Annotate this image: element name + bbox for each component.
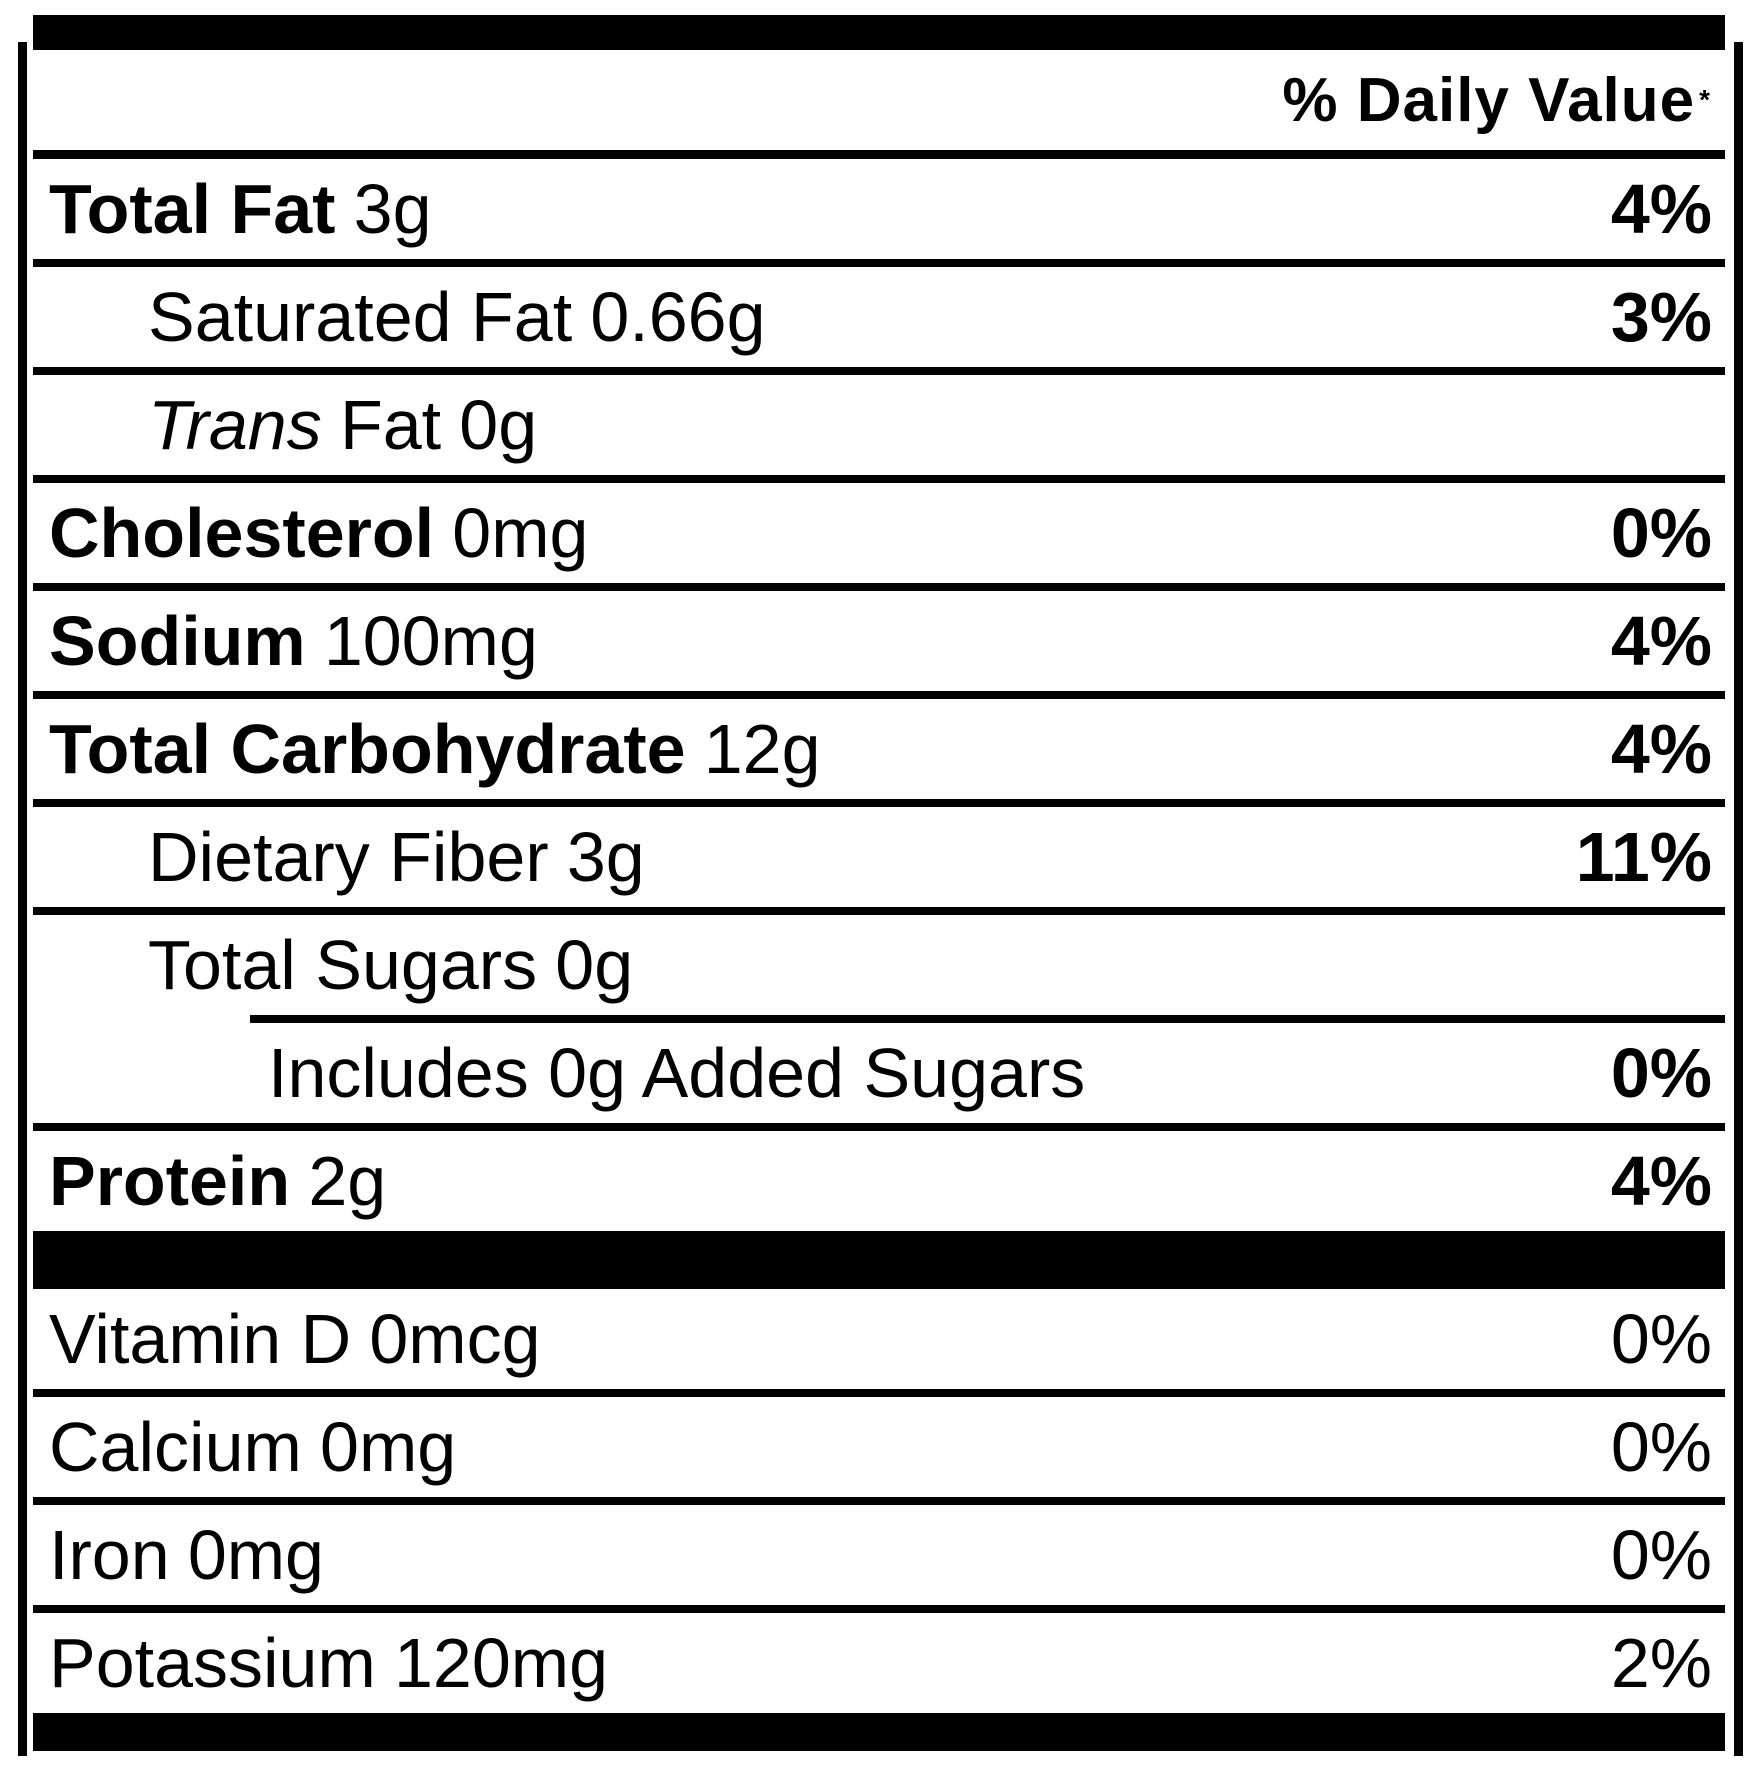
nutrient-name-text: Cholesterol bbox=[49, 494, 435, 572]
row-potassium: Potassium 120mg 2% bbox=[33, 1605, 1725, 1713]
nutrient-amount: 0mg bbox=[187, 1516, 324, 1594]
daily-value-percent: 4% bbox=[1610, 1142, 1712, 1220]
daily-value-percent: 11% bbox=[1575, 818, 1712, 896]
nutrient-name-text: Includes 0g Added Sugars bbox=[268, 1034, 1086, 1112]
row-protein: Protein 2g 4% bbox=[33, 1123, 1725, 1231]
nutrient-name-text: Dietary Fiber bbox=[148, 818, 549, 896]
left-border-rule bbox=[18, 42, 27, 1756]
nutrient-name-text: Fat bbox=[339, 386, 442, 464]
nutrient-amount: 2g bbox=[308, 1142, 387, 1220]
nutrient-name-text: Total Sugars bbox=[148, 926, 538, 1004]
nutrient-amount: 0g bbox=[459, 386, 538, 464]
bottom-thick-bar bbox=[33, 1713, 1725, 1751]
nutrient-amount: 12g bbox=[703, 710, 821, 788]
nutrient-amount: 0mg bbox=[320, 1408, 457, 1486]
row-cholesterol: Cholesterol 0mg 0% bbox=[33, 475, 1725, 583]
row-dietary-fiber: Dietary Fiber 3g 11% bbox=[33, 799, 1725, 907]
nutrient-name: Iron 0mg bbox=[49, 1520, 324, 1590]
nutrient-amount: 0mcg bbox=[369, 1300, 541, 1378]
row-total-fat: Total Fat 3g 4% bbox=[33, 159, 1725, 259]
nutrient-name: Total Sugars 0g bbox=[148, 930, 633, 1000]
nutrient-name: Saturated Fat 0.66g bbox=[148, 282, 766, 352]
daily-value-percent: 0% bbox=[1610, 1516, 1712, 1594]
row-sodium: Sodium 100mg 4% bbox=[33, 583, 1725, 691]
nutrient-name: Dietary Fiber 3g bbox=[148, 822, 645, 892]
daily-value-percent: 3% bbox=[1610, 278, 1712, 356]
nutrient-name-text: Potassium bbox=[49, 1624, 376, 1702]
nutrient-name: Total Carbohydrate 12g bbox=[49, 714, 821, 784]
row-calcium: Calcium 0mg 0% bbox=[33, 1389, 1725, 1497]
nutrient-amount: 3g bbox=[566, 818, 645, 896]
nutrient-amount: 0g bbox=[555, 926, 634, 1004]
nutrient-name: Protein 2g bbox=[49, 1146, 386, 1216]
nutrient-name: Cholesterol 0mg bbox=[49, 498, 588, 568]
daily-value-percent: 0% bbox=[1610, 494, 1712, 572]
nutrient-name: Potassium 120mg bbox=[49, 1628, 608, 1698]
nutrient-name-italic: Trans bbox=[148, 386, 322, 464]
nutrient-name-text: Total Carbohydrate bbox=[49, 710, 686, 788]
daily-value-percent: 4% bbox=[1610, 170, 1712, 248]
nutrient-amount: 3g bbox=[353, 170, 432, 248]
daily-value-percent: 0% bbox=[1610, 1300, 1712, 1378]
row-saturated-fat: Saturated Fat 0.66g 3% bbox=[33, 259, 1725, 367]
daily-value-percent: 2% bbox=[1610, 1624, 1712, 1702]
nutrient-name: Includes 0g Added Sugars bbox=[268, 1038, 1085, 1108]
nutrient-name: Total Fat 3g bbox=[49, 174, 432, 244]
row-vitamin-d: Vitamin D 0mcg 0% bbox=[33, 1289, 1725, 1389]
row-trans-fat: Trans Fat 0g bbox=[33, 367, 1725, 475]
nutrient-amount: 0.66g bbox=[590, 278, 766, 356]
nutrient-name-text: Total Fat bbox=[49, 170, 336, 248]
nutrient-amount: 120mg bbox=[393, 1624, 609, 1702]
daily-value-percent: 4% bbox=[1610, 710, 1712, 788]
daily-value-percent: 0% bbox=[1610, 1034, 1712, 1112]
right-border-rule bbox=[1734, 42, 1743, 1756]
indented-separator-rule bbox=[250, 1015, 1725, 1023]
nutrient-name: Vitamin D 0mcg bbox=[49, 1304, 541, 1374]
nutrient-name-text: Vitamin D bbox=[49, 1300, 352, 1378]
nutrient-name: Trans Fat 0g bbox=[148, 390, 537, 460]
top-thick-bar bbox=[33, 15, 1725, 50]
nutrient-amount: 0mg bbox=[452, 494, 589, 572]
nutrient-name-text: Sodium bbox=[49, 602, 306, 680]
nutrient-name: Calcium 0mg bbox=[49, 1412, 456, 1482]
nutrient-name: Sodium 100mg bbox=[49, 606, 538, 676]
nutrient-name-text: Protein bbox=[49, 1142, 291, 1220]
row-total-carbohydrate: Total Carbohydrate 12g 4% bbox=[33, 691, 1725, 799]
nutrient-name-text: Iron bbox=[49, 1516, 170, 1594]
daily-value-percent: 4% bbox=[1610, 602, 1712, 680]
daily-value-header: % Daily Value * bbox=[33, 50, 1725, 159]
daily-value-header-label: % Daily Value bbox=[1282, 65, 1696, 135]
row-added-sugars: Includes 0g Added Sugars 0% bbox=[33, 1023, 1725, 1123]
nutrient-name-text: Calcium bbox=[49, 1408, 302, 1486]
nutrient-name-text: Saturated Fat bbox=[148, 278, 573, 356]
row-total-sugars: Total Sugars 0g bbox=[33, 907, 1725, 1015]
row-iron: Iron 0mg 0% bbox=[33, 1497, 1725, 1605]
nutrient-amount: 100mg bbox=[323, 602, 538, 680]
daily-value-percent: 0% bbox=[1610, 1408, 1712, 1486]
section-divider-bar bbox=[33, 1231, 1725, 1289]
label-content: % Daily Value * Total Fat 3g 4% Saturated … bbox=[33, 15, 1725, 1751]
